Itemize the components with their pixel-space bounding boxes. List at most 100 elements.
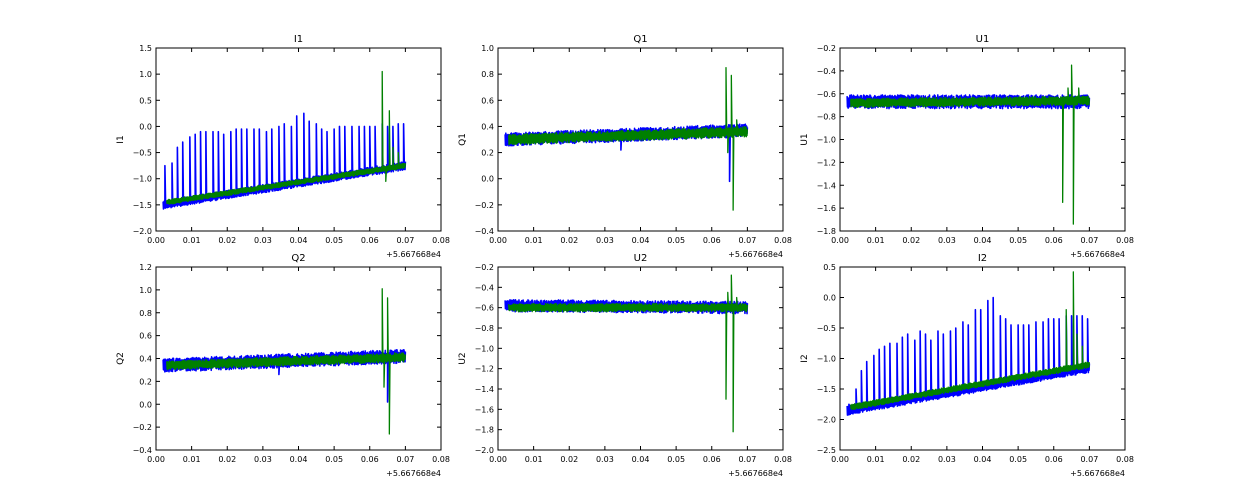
x-tick-label: 0.05 (667, 455, 685, 464)
chart-title: Q2 (291, 253, 305, 264)
chart-panel-5: 0.00 0.01 0.02 0.03 0.04 0.05 0.06 0.07 0.08 −2.0… (458, 253, 792, 478)
chart-title: I2 (978, 253, 987, 264)
y-tick-label: −0.6 (817, 90, 836, 99)
y-tick-label: −2.5 (817, 446, 836, 455)
y-tick-label: 0.6 (139, 332, 152, 341)
x-offset-label: +5.667668e4 (1070, 250, 1125, 259)
x-tick-label: 0.07 (1080, 455, 1098, 464)
y-tick-label: −0.2 (817, 44, 836, 53)
y-tick-label: −1.6 (475, 405, 494, 414)
x-tick-label: 0.04 (974, 455, 992, 464)
x-tick-label: 0.04 (974, 236, 992, 245)
x-tick-label: 0.02 (218, 236, 236, 245)
x-tick-label: 0.06 (1045, 455, 1063, 464)
x-tick-label: 0.00 (831, 455, 849, 464)
y-tick-label: −0.4 (817, 67, 836, 76)
y-tick-label: −1.0 (817, 355, 836, 364)
x-tick-label: 0.05 (667, 236, 685, 245)
y-axis-label: U1 (800, 133, 810, 145)
x-tick-label: 0.00 (489, 236, 507, 245)
plot-area (846, 271, 1091, 416)
y-tick-label: −1.2 (817, 158, 836, 167)
chart-title: I1 (294, 34, 303, 45)
x-tick-label: 0.02 (218, 455, 236, 464)
y-tick-label: −1.0 (475, 344, 494, 353)
y-axis-label: Q2 (116, 352, 126, 365)
y-tick-label: −1.0 (817, 136, 836, 145)
x-tick-label: 0.07 (738, 455, 756, 464)
chart-panel-1: 0.00 0.01 0.02 0.03 0.04 0.05 0.06 0.07 0.08 −2.0… (116, 34, 450, 259)
x-tick-label: 0.07 (1080, 236, 1098, 245)
x-tick-label: 0.06 (1045, 236, 1063, 245)
y-tick-label: 0.8 (139, 309, 152, 318)
x-tick-label: 0.05 (1009, 455, 1027, 464)
x-tick-label: 0.07 (396, 455, 414, 464)
plot-area (846, 64, 1091, 225)
x-tick-label: 0.07 (396, 236, 414, 245)
y-tick-label: −2.0 (475, 446, 494, 455)
x-offset-label: +5.667668e4 (386, 469, 441, 478)
axes-frame (497, 266, 784, 451)
x-tick-label: 0.01 (525, 236, 543, 245)
x-tick-label: 0.04 (632, 236, 650, 245)
y-tick-label: −1.5 (133, 201, 152, 210)
x-tick-label: 0.00 (831, 236, 849, 245)
y-tick-label: 0.8 (481, 70, 494, 79)
y-tick-label: −1.4 (475, 385, 494, 394)
x-tick-label: 0.01 (183, 236, 201, 245)
y-tick-label: 1.5 (139, 44, 152, 53)
y-tick-label: −2.0 (133, 227, 152, 236)
y-tick-label: −1.6 (817, 204, 836, 213)
x-offset-label: +5.667668e4 (728, 250, 783, 259)
series-line-2 (508, 66, 749, 211)
plot-area (162, 288, 407, 435)
y-tick-label: 1.0 (139, 70, 152, 79)
x-tick-label: 0.08 (1116, 455, 1134, 464)
plot-area (504, 66, 749, 211)
y-tick-label: 0.0 (823, 294, 836, 303)
y-tick-label: −0.5 (817, 324, 836, 333)
x-tick-label: 0.05 (325, 236, 343, 245)
y-tick-label: −0.4 (475, 227, 494, 236)
x-tick-label: 0.00 (489, 455, 507, 464)
x-tick-label: 0.03 (254, 455, 272, 464)
y-tick-label: −1.8 (817, 227, 836, 236)
x-tick-label: 0.02 (902, 455, 920, 464)
x-offset-label: +5.667668e4 (728, 469, 783, 478)
y-tick-label: 0.0 (139, 122, 152, 131)
x-tick-label: 0.08 (774, 236, 792, 245)
x-tick-label: 0.08 (774, 455, 792, 464)
x-tick-label: 0.08 (1116, 236, 1134, 245)
y-tick-label: −0.6 (475, 304, 494, 313)
y-tick-label: 0.5 (823, 263, 836, 272)
x-tick-label: 0.06 (361, 455, 379, 464)
x-tick-label: 0.01 (867, 455, 885, 464)
y-tick-label: −1.0 (133, 175, 152, 184)
x-tick-label: 0.06 (361, 236, 379, 245)
x-tick-label: 0.00 (147, 455, 165, 464)
x-tick-label: 0.04 (290, 236, 308, 245)
y-tick-label: 1.2 (139, 263, 152, 272)
y-tick-label: −0.8 (475, 324, 494, 333)
y-tick-label: −1.5 (817, 385, 836, 394)
x-tick-label: 0.01 (867, 236, 885, 245)
y-tick-label: −2.0 (817, 416, 836, 425)
chart-panel-2: 0.00 0.01 0.02 0.03 0.04 0.05 0.06 0.07 0.08 −0.4… (458, 34, 792, 259)
x-tick-label: 0.05 (1009, 236, 1027, 245)
x-tick-label: 0.06 (703, 236, 721, 245)
series-line-1 (846, 296, 1091, 416)
y-tick-label: 0.5 (139, 96, 152, 105)
plot-area (504, 274, 749, 433)
x-tick-label: 0.08 (432, 236, 450, 245)
y-axis-label: Q1 (458, 133, 468, 146)
x-tick-label: 0.06 (703, 455, 721, 464)
x-tick-label: 0.03 (938, 236, 956, 245)
y-tick-label: 0.6 (481, 96, 494, 105)
y-tick-label: 0.0 (139, 400, 152, 409)
chart-title: U1 (976, 34, 990, 45)
y-tick-label: −0.2 (133, 423, 152, 432)
x-tick-label: 0.03 (254, 236, 272, 245)
series-line-2 (850, 271, 1091, 411)
series-line-2 (166, 288, 407, 435)
